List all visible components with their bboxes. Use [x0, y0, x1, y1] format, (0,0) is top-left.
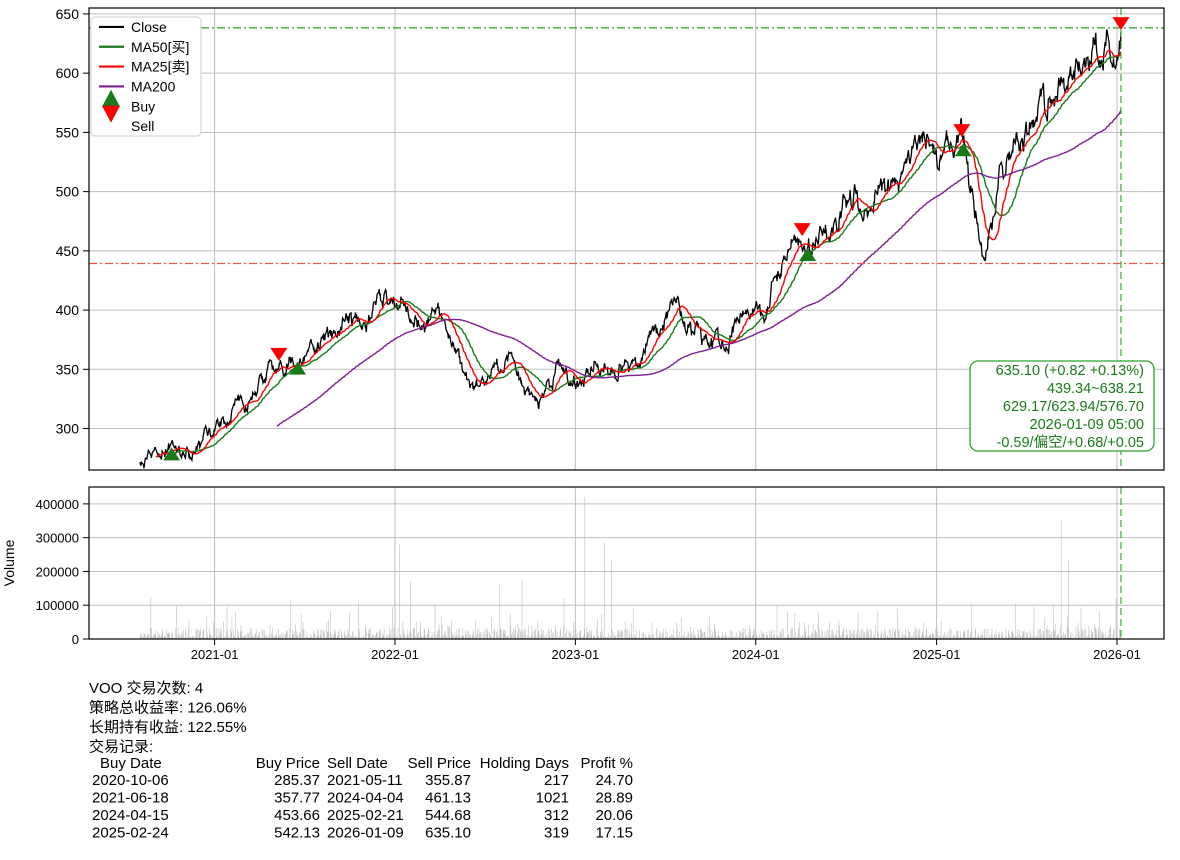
svg-text:100000: 100000 [36, 598, 79, 613]
svg-text:2022-01: 2022-01 [371, 647, 419, 662]
svg-text:0: 0 [72, 632, 79, 647]
svg-text:Holding Days: Holding Days [480, 755, 569, 772]
svg-text:500: 500 [56, 184, 80, 200]
svg-text:2024-04-04: 2024-04-04 [327, 790, 404, 807]
svg-text:400000: 400000 [36, 497, 79, 512]
svg-text:2023-01: 2023-01 [552, 647, 600, 662]
svg-text:355.87: 355.87 [425, 772, 471, 789]
svg-text:544.68: 544.68 [425, 807, 471, 824]
svg-text:650: 650 [56, 6, 80, 22]
svg-text:交易记录:: 交易记录: [89, 738, 153, 756]
svg-text:635.10: 635.10 [425, 825, 471, 842]
svg-text:450: 450 [56, 243, 80, 259]
svg-text:Sell: Sell [131, 118, 154, 134]
svg-text:200000: 200000 [36, 564, 79, 579]
svg-text:2025-02-24: 2025-02-24 [92, 825, 169, 842]
svg-text:长期持有收益: 122.55%: 长期持有收益: 122.55% [89, 719, 247, 736]
svg-text:629.17/623.94/576.70: 629.17/623.94/576.70 [1003, 399, 1144, 415]
svg-text:Buy Date: Buy Date [100, 755, 162, 772]
svg-text:Sell Price: Sell Price [408, 755, 471, 772]
svg-text:2021-06-18: 2021-06-18 [92, 790, 169, 807]
svg-text:Volume: Volume [1, 539, 17, 586]
svg-text:20.06: 20.06 [595, 807, 633, 824]
svg-text:461.13: 461.13 [425, 790, 471, 807]
svg-text:2025-01: 2025-01 [913, 647, 961, 662]
svg-text:2026-01: 2026-01 [1093, 647, 1141, 662]
svg-text:Sell Date: Sell Date [327, 755, 388, 772]
svg-text:1021: 1021 [536, 790, 569, 807]
svg-text:357.77: 357.77 [274, 790, 320, 807]
svg-text:2021-01: 2021-01 [191, 647, 239, 662]
svg-text:2024-04-15: 2024-04-15 [92, 807, 169, 824]
svg-text:217: 217 [544, 772, 569, 789]
svg-text:2020-10-06: 2020-10-06 [92, 772, 169, 789]
svg-text:24.70: 24.70 [595, 772, 633, 789]
svg-text:策略总收益率: 126.06%: 策略总收益率: 126.06% [89, 700, 247, 717]
svg-text:2021-05-11: 2021-05-11 [327, 772, 403, 789]
svg-text:2026-01-09 05:00: 2026-01-09 05:00 [1030, 417, 1145, 433]
svg-text:28.89: 28.89 [595, 790, 633, 807]
svg-text:17.15: 17.15 [595, 825, 633, 842]
svg-text:600: 600 [56, 65, 80, 81]
svg-text:Profit %: Profit % [580, 755, 633, 772]
svg-text:MA200: MA200 [131, 78, 176, 94]
svg-text:319: 319 [544, 825, 569, 842]
svg-text:542.13: 542.13 [274, 825, 320, 842]
svg-text:Buy: Buy [131, 98, 155, 114]
svg-text:400: 400 [56, 302, 80, 318]
svg-text:2024-01: 2024-01 [732, 647, 780, 662]
svg-text:550: 550 [56, 124, 80, 140]
svg-text:2025-02-21: 2025-02-21 [327, 807, 404, 824]
svg-text:300000: 300000 [36, 531, 79, 546]
svg-text:300: 300 [56, 421, 80, 437]
svg-text:439.34~638.21: 439.34~638.21 [1047, 381, 1144, 397]
svg-text:285.37: 285.37 [274, 772, 320, 789]
svg-text:312: 312 [544, 807, 569, 824]
svg-text:350: 350 [56, 361, 80, 377]
svg-text:2026-01-09: 2026-01-09 [327, 825, 404, 842]
svg-text:635.10 (+0.82 +0.13%): 635.10 (+0.82 +0.13%) [996, 363, 1144, 379]
svg-text:MA25[卖]: MA25[卖] [131, 59, 189, 75]
svg-text:Close: Close [131, 19, 167, 35]
svg-text:Buy Price: Buy Price [256, 755, 320, 772]
svg-text:-0.59/偏空/+0.68/+0.05: -0.59/偏空/+0.68/+0.05 [996, 434, 1144, 451]
svg-text:VOO 交易次数: 4: VOO 交易次数: 4 [89, 679, 203, 697]
svg-text:MA50[买]: MA50[买] [131, 39, 189, 55]
svg-text:453.66: 453.66 [274, 807, 320, 824]
